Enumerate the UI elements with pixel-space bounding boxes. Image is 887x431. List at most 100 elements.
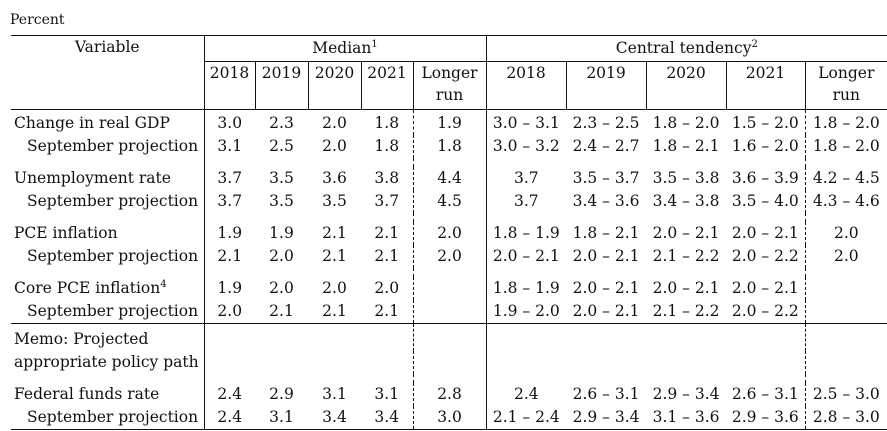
median-cell: 3.4 bbox=[361, 406, 413, 430]
header-ct-year: 2018 bbox=[485, 61, 567, 110]
ct-cell: 2.0 – 2.1 bbox=[731, 279, 799, 297]
table-row-federal-funds-september: September projection 2.4 3.1 3.4 3.4 3.0… bbox=[11, 406, 887, 430]
ct-cell: 3.4 – 3.6 bbox=[572, 192, 640, 210]
median-cell: 3.7 bbox=[203, 190, 255, 213]
median-cell: 3.7 bbox=[203, 167, 255, 190]
median-cell: 2.1 bbox=[361, 300, 413, 324]
median-longer-run-cell: 1.9 bbox=[412, 109, 487, 135]
ct-longer-run-cell bbox=[804, 300, 887, 324]
ct-cell: 1.6 – 2.0 bbox=[731, 137, 799, 155]
median-cell: 2.1 bbox=[322, 247, 347, 265]
median-cell: 2.0 bbox=[203, 300, 255, 324]
median-cell: 2.0 bbox=[374, 279, 400, 297]
ct-cell: 1.8 – 1.9 bbox=[485, 222, 567, 245]
memo-row-2: appropriate policy path bbox=[11, 351, 887, 374]
median-cell: 3.4 bbox=[308, 406, 361, 430]
header-ct-year: 2021 bbox=[725, 61, 806, 110]
footnote-marker: 4 bbox=[160, 278, 167, 290]
table-row-unemployment: Unemployment rate 3.7 3.5 3.6 3.8 4.4 3.… bbox=[11, 167, 887, 190]
ct-cell: 2.9 – 3.6 bbox=[726, 406, 806, 430]
table-row-gdp-september: September projection 3.1 2.5 2.0 1.8 1.8… bbox=[11, 135, 887, 158]
ct-cell: 2.1 – 2.2 bbox=[646, 300, 727, 324]
row-label: September projection bbox=[27, 247, 199, 265]
median-longer-run-cell: 2.8 bbox=[412, 383, 487, 406]
median-cell: 3.6 bbox=[322, 169, 347, 187]
median-longer-run-cell: 3.0 bbox=[412, 406, 487, 430]
ct-cell: 3.0 – 3.1 bbox=[485, 109, 567, 135]
ct-cell: 1.5 – 2.0 bbox=[731, 114, 799, 132]
header-median-year: 2018 bbox=[203, 61, 255, 110]
ct-longer-run-cell: 2.0 bbox=[804, 245, 887, 268]
median-cell: 3.7 bbox=[374, 192, 400, 210]
median-longer-run-cell: 4.4 bbox=[412, 167, 487, 190]
ct-cell: 3.5 – 3.8 bbox=[652, 169, 720, 187]
ct-cell: 3.7 bbox=[485, 167, 567, 190]
median-cell: 3.5 bbox=[269, 192, 294, 210]
ct-cell: 2.6 – 3.1 bbox=[572, 385, 640, 403]
row-label: September projection bbox=[11, 300, 204, 324]
header-ct-longer-run: Longer run bbox=[804, 61, 887, 110]
ct-cell: 3.4 – 3.8 bbox=[652, 192, 720, 210]
table-row-federal-funds: Federal funds rate 2.4 2.9 3.1 3.1 2.8 2… bbox=[11, 383, 887, 406]
row-spacer bbox=[11, 374, 887, 383]
ct-cell: 1.9 – 2.0 bbox=[485, 300, 567, 324]
ct-cell: 2.0 – 2.2 bbox=[726, 300, 806, 324]
median-longer-run-cell bbox=[412, 277, 487, 300]
ct-longer-run-cell: 1.8 – 2.0 bbox=[804, 135, 887, 158]
ct-cell: 2.6 – 3.1 bbox=[731, 385, 799, 403]
ct-longer-run-cell: 1.8 – 2.0 bbox=[804, 109, 887, 135]
ct-longer-run-cell: 2.0 bbox=[804, 222, 887, 245]
median-cell: 3.1 bbox=[322, 385, 347, 403]
ct-longer-run-cell: 4.2 – 4.5 bbox=[804, 167, 887, 190]
median-cell: 1.9 bbox=[203, 222, 255, 245]
ct-cell: 2.0 – 2.1 bbox=[652, 224, 720, 242]
median-cell: 2.0 bbox=[322, 114, 347, 132]
median-cell: 2.1 bbox=[374, 224, 400, 242]
table-row-pce-september: September projection 2.1 2.0 2.1 2.1 2.0… bbox=[11, 245, 887, 268]
median-cell: 2.9 bbox=[269, 385, 294, 403]
median-cell: 2.0 bbox=[322, 137, 347, 155]
ct-cell: 3.1 – 3.6 bbox=[646, 406, 727, 430]
row-label: Federal funds rate bbox=[14, 385, 160, 403]
row-label: September projection bbox=[27, 192, 199, 210]
median-cell: 2.1 bbox=[203, 245, 255, 268]
header-median-longer-run: Longer run bbox=[412, 61, 487, 110]
ct-cell: 1.8 – 1.9 bbox=[485, 277, 567, 300]
ct-cell: 2.0 – 2.1 bbox=[731, 224, 799, 242]
median-longer-run-cell: 4.5 bbox=[412, 190, 487, 213]
ct-cell: 2.1 – 2.2 bbox=[652, 247, 720, 265]
median-cell: 3.8 bbox=[374, 169, 400, 187]
table-row-gdp: Change in real GDP 3.0 2.3 2.0 1.8 1.9 3… bbox=[11, 109, 887, 135]
median-longer-run-cell: 2.0 bbox=[412, 245, 487, 268]
row-spacer bbox=[11, 213, 887, 222]
ct-cell: 2.0 – 2.1 bbox=[566, 300, 647, 324]
median-cell: 2.4 bbox=[203, 383, 255, 406]
ct-cell: 2.0 – 2.1 bbox=[652, 279, 720, 297]
median-cell: 2.1 bbox=[374, 247, 400, 265]
table-row-core-pce: Core PCE inflation4 1.9 2.0 2.0 2.0 1.8 … bbox=[11, 277, 887, 300]
median-cell: 2.5 bbox=[269, 137, 294, 155]
header-variable: Variable bbox=[11, 35, 204, 110]
median-cell: 3.0 bbox=[203, 109, 255, 135]
header-median-year: 2020 bbox=[307, 61, 361, 110]
ct-longer-run-cell: 4.3 – 4.6 bbox=[804, 190, 887, 213]
unit-label: Percent bbox=[10, 12, 65, 28]
row-label: September projection bbox=[27, 137, 199, 155]
median-cell: 2.1 bbox=[308, 300, 361, 324]
header-median-year: 2019 bbox=[254, 61, 308, 110]
row-spacer bbox=[11, 268, 887, 277]
table-row-pce: PCE inflation 1.9 1.9 2.1 2.1 2.0 1.8 – … bbox=[11, 222, 887, 245]
table-row-core-pce-september: September projection 2.0 2.1 2.1 2.1 1.9… bbox=[11, 300, 887, 324]
median-cell: 1.8 bbox=[374, 137, 400, 155]
ct-cell: 1.8 – 2.0 bbox=[652, 114, 720, 132]
ct-cell: 2.4 bbox=[485, 383, 567, 406]
ct-cell: 2.3 – 2.5 bbox=[572, 114, 640, 132]
median-cell: 1.8 bbox=[374, 114, 400, 132]
row-label: Change in real GDP bbox=[14, 114, 170, 132]
row-label: Unemployment rate bbox=[14, 169, 171, 187]
ct-longer-run-cell: 2.8 – 3.0 bbox=[804, 406, 887, 430]
ct-cell: 2.0 – 2.1 bbox=[485, 245, 567, 268]
median-cell: 1.9 bbox=[269, 224, 294, 242]
memo-label: appropriate policy path bbox=[14, 353, 199, 371]
row-spacer bbox=[11, 158, 887, 167]
